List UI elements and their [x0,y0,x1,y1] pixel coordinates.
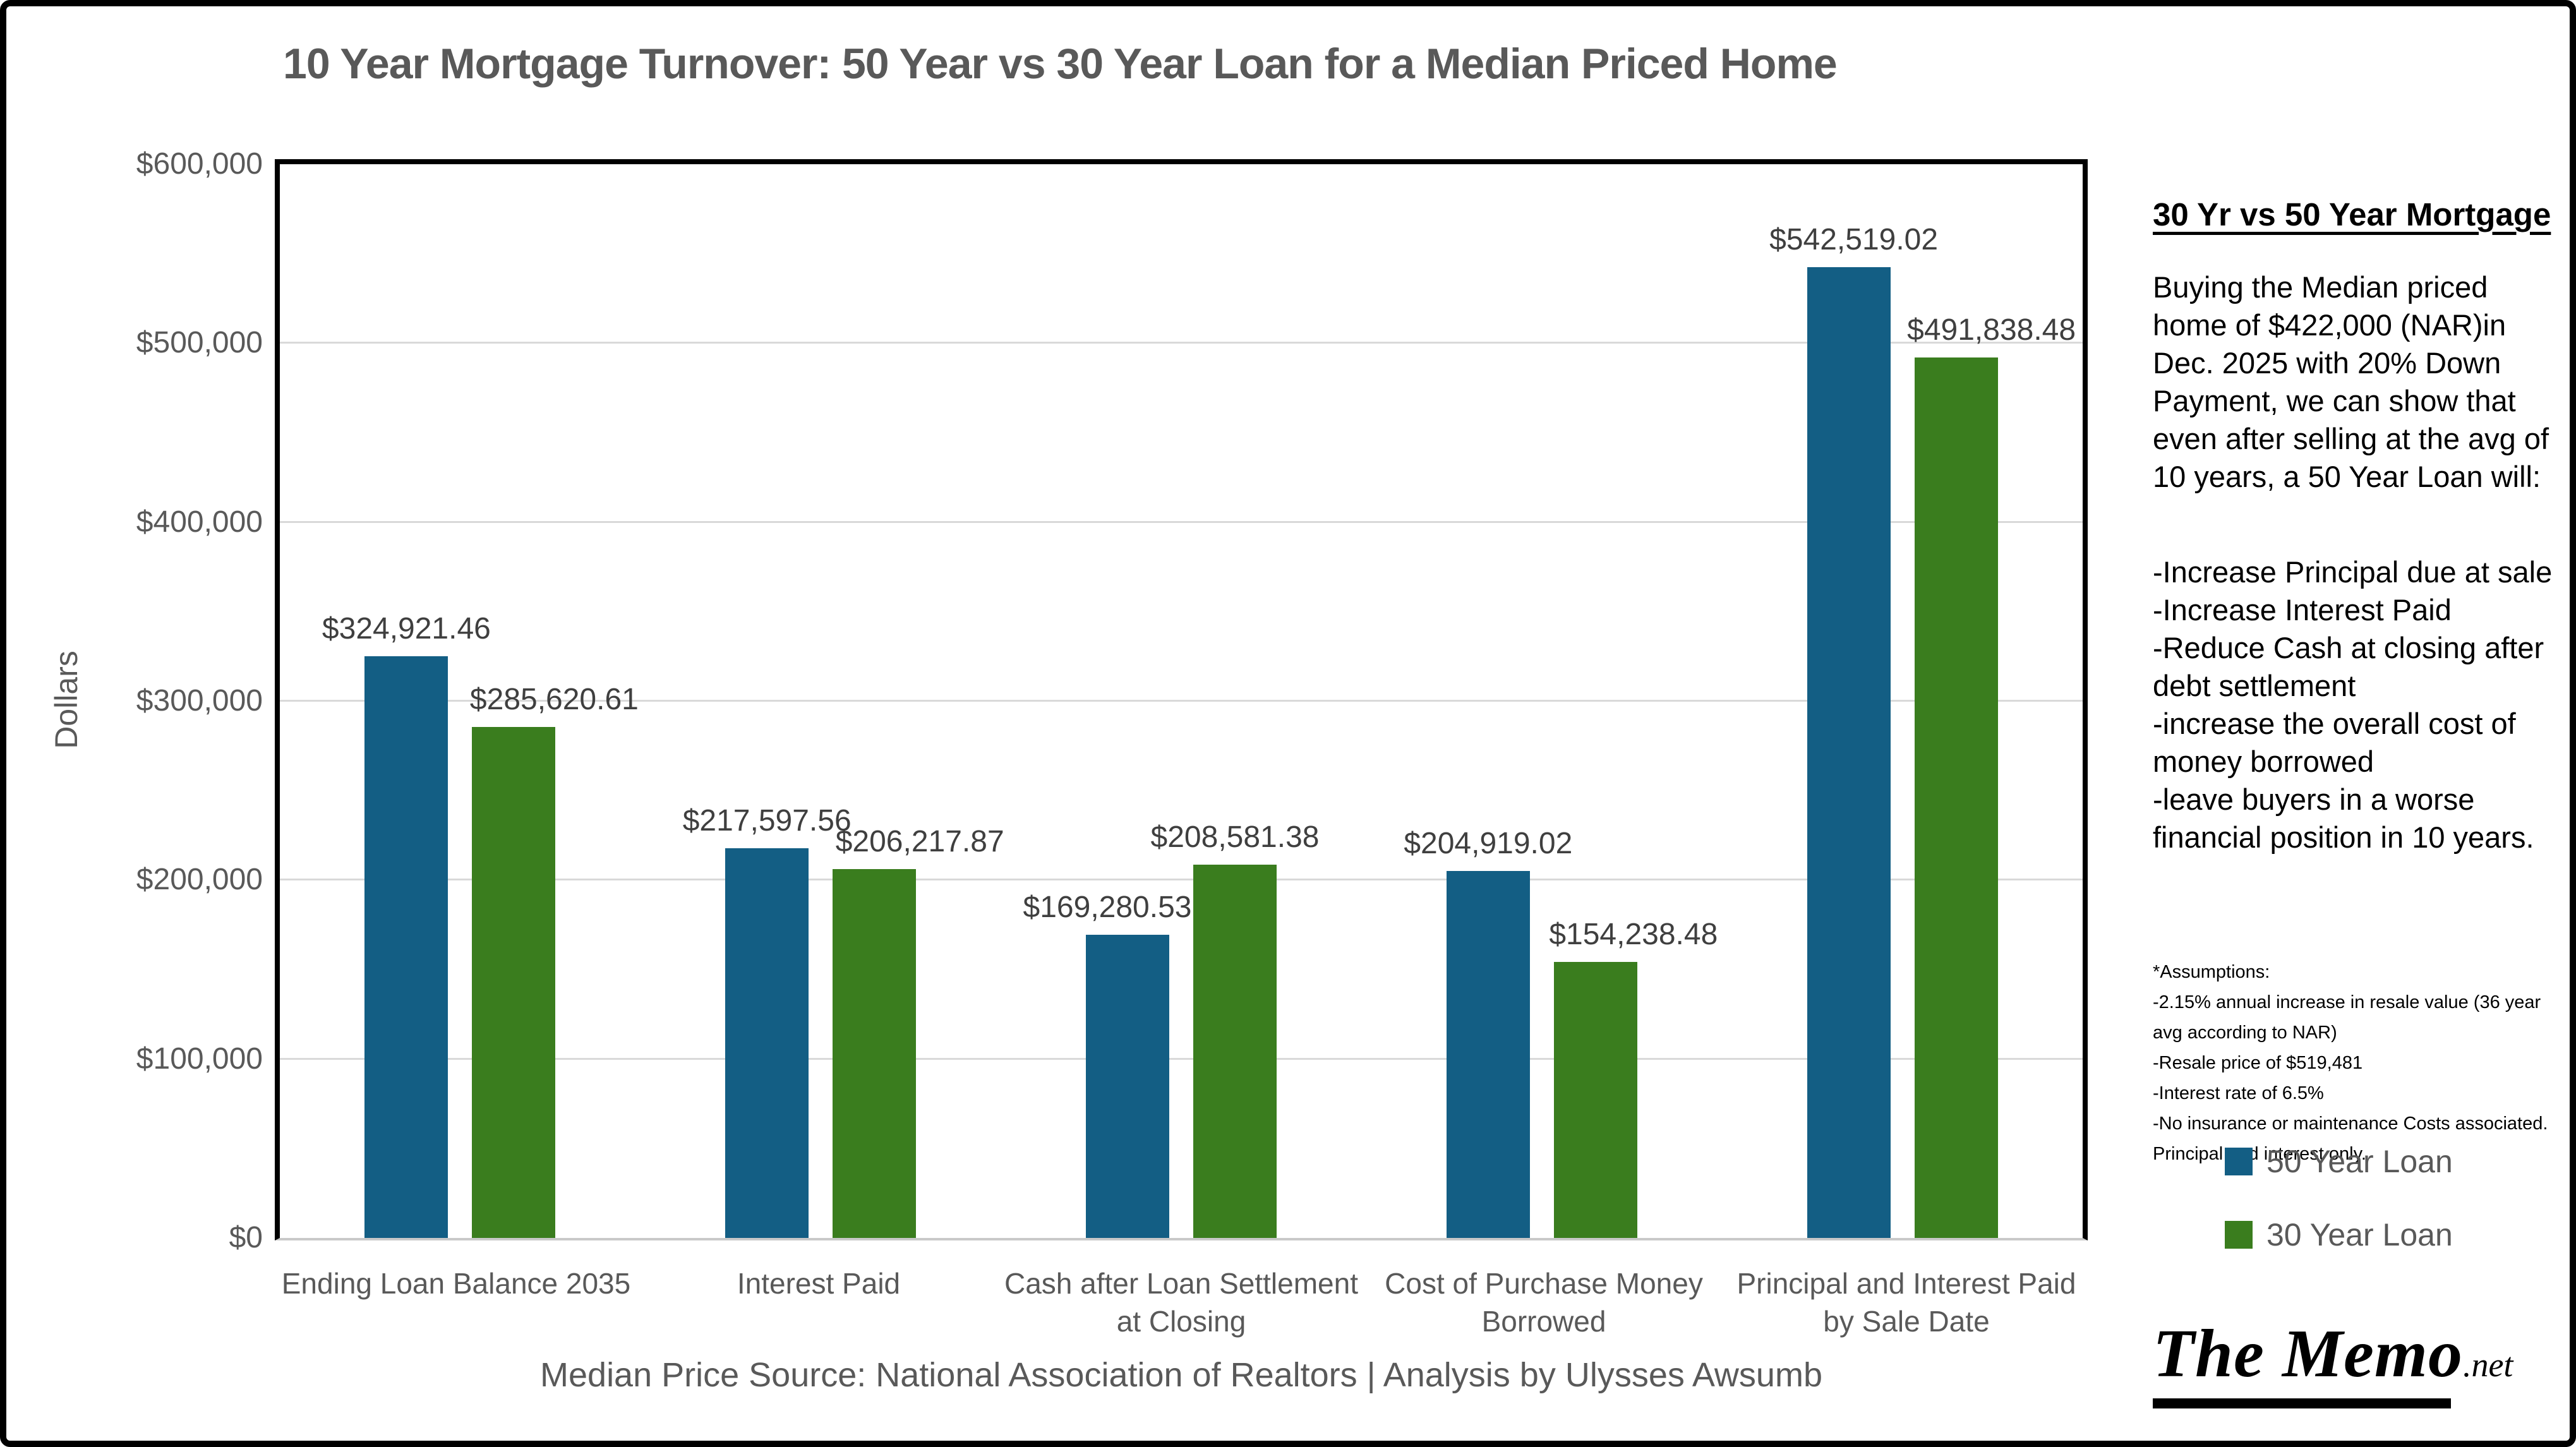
x-category-line: at Closing [1116,1305,1246,1338]
sidebar-bullet: -leave buyers in a worse financial posit… [2153,783,2534,854]
x-category-line: Borrowed [1481,1305,1606,1338]
sidebar-intro: Buying the Median priced home of $422,00… [2153,270,2549,493]
y-tick-label: $200,000 [136,863,263,897]
gridline [280,342,2083,344]
gridline [280,520,2083,523]
x-category-line: Cash after Loan Settlement [1004,1267,1358,1300]
bar-value-label: $217,597.56 [682,804,852,838]
legend-item: 50 Year Loan [2225,1143,2453,1180]
bar-value-label: $208,581.38 [1150,820,1320,855]
gridline [280,1057,2083,1060]
chart-title: 10 Year Mortgage Turnover: 50 Year vs 30… [283,40,1838,88]
legend-label: 30 Year Loan [2266,1217,2453,1252]
bar-value-label: $285,620.61 [469,682,639,716]
sidebar-bullet: -Increase Principal due at sale [2153,555,2553,589]
bar-value-label: $542,519.02 [1769,222,1939,256]
x-category-line: Ending Loan Balance 2035 [281,1267,631,1300]
bar-50-year-loan-cat2 [1086,935,1169,1238]
brand-logo: The Memo.net [2153,1315,2544,1408]
assumption-line: -Resale price of $519,481 [2153,1053,2363,1073]
bar-50-year-loan-cat4 [1807,267,1891,1238]
plot-area: $324,921.46 $285,620.61 $217,597.56 $206,21… [275,159,2088,1240]
sidebar-bullet-list: -Increase Principal due at sale -Increase… [2153,553,2570,856]
x-category-line: Cost of Purchase Money [1385,1267,1703,1300]
y-tick-label: $300,000 [136,684,263,717]
x-category-label: Cost of Purchase Money Borrowed [1363,1264,1725,1340]
sidebar-bullet: -Increase Interest Paid [2153,593,2452,627]
x-category-label: Principal and Interest Paid by Sale Date [1725,1264,2088,1340]
bar-30-year-loan-cat2 [1193,865,1277,1238]
legend-swatch-50-year-loan [2225,1148,2253,1175]
brand-logo-main: The Memo [2153,1316,2463,1391]
bar-value-label: $491,838.48 [1907,313,2076,347]
assumption-line: -No insurance or maintenance Costs assoc… [2153,1114,2548,1164]
x-category-label: Interest Paid [637,1264,1000,1302]
gridline [280,700,2083,702]
sidebar-bullet: -Reduce Cash at closing after debt settl… [2153,631,2544,702]
x-category-line: Interest Paid [737,1267,901,1300]
x-category-label: Ending Loan Balance 2035 [275,1264,637,1302]
sidebar-assumptions: *Assumptions: -2.15% annual increase in … [2153,957,2570,1169]
legend-item: 30 Year Loan [2225,1216,2453,1253]
y-tick-label: $600,000 [136,147,263,181]
bar-50-year-loan-cat0 [364,656,448,1238]
legend-label: 50 Year Loan [2266,1144,2453,1179]
brand-logo-underline [2153,1398,2451,1408]
bar-value-label: $324,921.46 [322,612,491,646]
bar-50-year-loan-cat1 [725,848,809,1238]
x-category-label: Cash after Loan Settlement at Closing [1000,1264,1363,1340]
brand-logo-suffix: .net [2462,1346,2513,1384]
bar-30-year-loan-cat0 [472,726,556,1238]
brand-logo-text: The Memo.net [2153,1315,2544,1393]
source-line: Median Price Source: National Associatio… [540,1356,1822,1394]
y-tick-label: $500,000 [136,326,263,360]
bar-30-year-loan-cat4 [1914,357,1998,1238]
bar-30-year-loan-cat3 [1553,962,1637,1238]
assumption-line: -Interest rate of 6.5% [2153,1083,2324,1103]
x-category-line: Principal and Interest Paid [1736,1267,2076,1300]
bar-value-label: $204,919.02 [1404,827,1573,861]
gridline [280,879,2083,881]
assumption-line: -2.15% annual increase in resale value (… [2153,992,2541,1043]
sidebar-bullet: -increase the overall cost of money borr… [2153,707,2516,778]
bar-30-year-loan-cat1 [833,868,917,1238]
bar-50-year-loan-cat3 [1446,871,1530,1238]
y-tick-label: $400,000 [136,505,263,539]
y-tick-label: $0 [229,1221,263,1254]
legend-swatch-30-year-loan [2225,1221,2253,1249]
bar-value-label: $154,238.48 [1549,918,1718,951]
bar-value-label: $206,217.87 [835,824,1004,858]
sidebar-heading: 30 Yr vs 50 Year Mortgage [2153,196,2551,232]
y-tick-label: $100,000 [136,1042,263,1076]
x-category-line: by Sale Date [1823,1305,1990,1338]
bar-value-label: $169,280.53 [1023,891,1192,925]
assumptions-title: *Assumptions: [2153,962,2270,982]
